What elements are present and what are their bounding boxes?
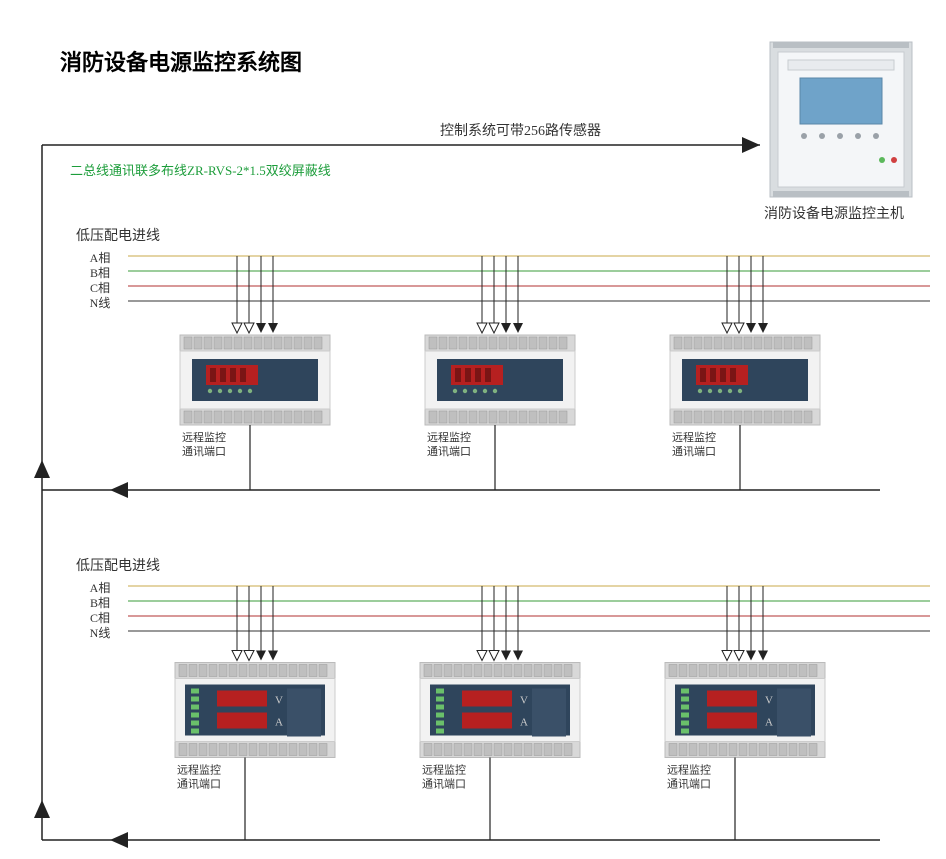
svg-text:A: A xyxy=(275,717,283,729)
phase-label: N线 xyxy=(90,626,111,640)
section-heading: 低压配电进线 xyxy=(76,228,160,244)
phase-label: B相 xyxy=(90,266,110,280)
phase-label: C相 xyxy=(90,281,110,295)
svg-text:V: V xyxy=(275,695,283,707)
phase-label: A相 xyxy=(90,251,111,265)
svg-text:通讯端口: 通讯端口 xyxy=(422,778,466,791)
svg-text:远程监控: 远程监控 xyxy=(672,430,716,444)
svg-text:远程监控: 远程监控 xyxy=(667,763,711,777)
svg-text:A: A xyxy=(765,717,773,729)
host-panel xyxy=(770,42,912,197)
svg-text:V: V xyxy=(520,695,528,707)
section-heading: 低压配电进线 xyxy=(76,558,160,574)
bus-caption: 控制系统可带256路传感器 xyxy=(440,122,601,139)
phase-label: C相 xyxy=(90,611,110,625)
svg-text:远程监控: 远程监控 xyxy=(427,430,471,444)
svg-text:远程监控: 远程监控 xyxy=(422,763,466,777)
host-panel-caption: 消防设备电源监控主机 xyxy=(764,205,904,222)
system-diagram: 消防设备电源监控系统图消防设备电源监控主机 控制系统可带256路传感器二总线通讯联… xyxy=(0,0,946,854)
svg-text:通讯端口: 通讯端口 xyxy=(427,445,471,458)
svg-text:远程监控: 远程监控 xyxy=(177,763,221,777)
svg-text:V: V xyxy=(765,695,773,707)
phase-label: A相 xyxy=(90,581,111,595)
svg-text:A: A xyxy=(520,717,528,729)
cable-spec-label: 二总线通讯联多布线ZR-RVS-2*1.5双绞屏蔽线 xyxy=(70,163,331,178)
diagram-title: 消防设备电源监控系统图 xyxy=(60,50,302,75)
svg-text:通讯端口: 通讯端口 xyxy=(667,778,711,791)
svg-text:通讯端口: 通讯端口 xyxy=(672,445,716,458)
phase-label: B相 xyxy=(90,596,110,610)
svg-text:远程监控: 远程监控 xyxy=(182,430,226,444)
phase-label: N线 xyxy=(90,296,111,310)
svg-text:通讯端口: 通讯端口 xyxy=(182,445,226,458)
svg-text:通讯端口: 通讯端口 xyxy=(177,778,221,791)
